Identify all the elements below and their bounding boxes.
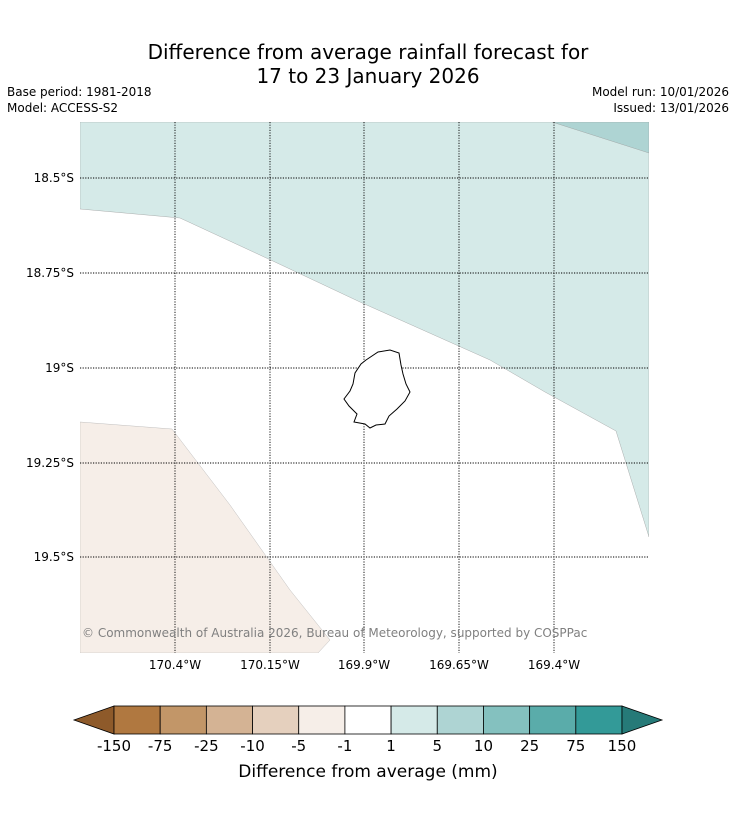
wet-light-region: [80, 122, 649, 538]
colorbar-bin--1-to-1: [344, 705, 392, 735]
colorbar-bin-25-to-75: [529, 705, 577, 735]
colorbar-bin-1-to-5: [390, 705, 438, 735]
lon-label-170-4w: 170.4°W: [148, 658, 202, 672]
colorbar-tick-label: -25: [194, 737, 219, 755]
colorbar-tick-label: 5: [432, 737, 443, 755]
colorbar-tick-label: -150: [96, 737, 132, 755]
model-run: Model run: 10/01/2026: [591, 85, 729, 99]
model-name: Model: ACCESS-S2: [7, 101, 119, 115]
lat-label-19s: 19°S: [45, 361, 74, 375]
base-period: Base period: 1981-2018: [7, 85, 152, 99]
lat-label-18-75s: 18.75°S: [26, 266, 74, 280]
wet-medium-region: [551, 122, 649, 154]
colorbar-tick-label: 1: [386, 737, 396, 755]
map-title-line1: Difference from average rainfall forecas…: [147, 40, 589, 64]
copyright-credit: © Commonwealth of Australia 2026, Bureau…: [82, 626, 588, 640]
colorbar-bin--25-to--10: [205, 705, 253, 735]
colorbar-tick-label: 75: [566, 737, 586, 755]
colorbar-tick-label: -5: [291, 737, 307, 755]
colorbar-bin-5-to-10: [436, 705, 484, 735]
colorbar-bin-75-to-150: [575, 705, 623, 735]
colorbar-tick-label: 10: [473, 737, 493, 755]
dry-light-region: [80, 421, 331, 653]
niue-island-outline: [343, 349, 411, 429]
issued-date: Issued: 13/01/2026: [613, 101, 729, 115]
map-title-line2: 17 to 23 January 2026: [256, 64, 480, 88]
lat-label-19-5s: 19.5°S: [33, 550, 74, 564]
lon-label-170-15w: 170.15°W: [240, 658, 300, 672]
colorbar-min-extension: [72, 705, 115, 735]
colorbar-bin--10-to--5: [252, 705, 300, 735]
colorbar-bin--5-to--1: [298, 705, 346, 735]
colorbar-bin--150-to--75: [113, 705, 161, 735]
colorbar-bin-10-to-25: [483, 705, 531, 735]
lat-label-18-5s: 18.5°S: [33, 171, 74, 185]
colorbar-tick-label: -1: [337, 737, 353, 755]
colorbar-tick-label: -10: [240, 737, 265, 755]
colorbar-bin--75-to--25: [159, 705, 207, 735]
colorbar-tick-label: 25: [520, 737, 540, 755]
lon-label-169-9w: 169.9°W: [337, 658, 391, 672]
lon-label-169-65w: 169.65°W: [429, 658, 489, 672]
colorbar-label: Difference from average (mm): [238, 762, 498, 782]
lat-label-19-25s: 19.25°S: [26, 456, 74, 470]
lon-label-169-4w: 169.4°W: [527, 658, 581, 672]
colorbar-max-extension: [621, 705, 664, 735]
colorbar-tick-label: 150: [607, 737, 637, 755]
colorbar: [72, 705, 664, 735]
colorbar-tick-label: -75: [147, 737, 173, 755]
